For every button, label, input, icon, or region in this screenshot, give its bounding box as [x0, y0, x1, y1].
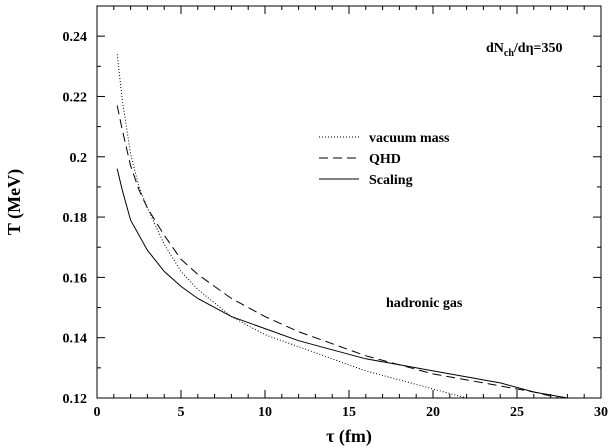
series-line-vacuum-mass [116, 54, 467, 399]
x-axis-title: τ (fm) [326, 426, 372, 447]
y-tick-label: 0.22 [63, 90, 88, 105]
series-line-qhd [116, 105, 560, 399]
legend-label-vacuum-mass: vacuum mass [369, 131, 450, 146]
y-tick-labels: 0.12 0.14 0.16 0.18 0.2 0.22 0.24 [63, 30, 88, 407]
y-tick-label: 0.24 [63, 30, 88, 45]
plot-frame [96, 5, 602, 399]
legend: vacuum mass QHD Scaling [319, 131, 450, 188]
x-tick-label: 10 [258, 405, 272, 420]
x-tick-label: 20 [426, 405, 440, 420]
multiplicity-sub: ch [504, 48, 514, 59]
multiplicity-annotation: dNch/dη=350 [486, 41, 563, 59]
x-tick-label: 5 [178, 405, 185, 420]
series-line-scaling [116, 168, 568, 399]
y-axis-title: T (MeV) [4, 169, 25, 235]
legend-label-scaling: Scaling [369, 173, 413, 188]
x-tick-label: 25 [510, 405, 524, 420]
x-tick-label: 15 [342, 405, 356, 420]
y-tick-label: 0.16 [63, 271, 88, 286]
axis-ticks [96, 5, 602, 399]
x-tick-label: 0 [94, 405, 101, 420]
y-tick-label: 0.2 [70, 151, 88, 166]
x-tick-label: 30 [594, 405, 608, 420]
y-tick-label: 0.14 [63, 332, 88, 347]
x-tick-labels: 0 5 10 15 20 25 30 [94, 405, 609, 420]
multiplicity-rest: /dη=350 [513, 41, 563, 56]
y-tick-label: 0.18 [63, 211, 88, 226]
data-series [116, 54, 568, 399]
y-tick-label: 0.12 [63, 392, 88, 407]
hadronic-gas-annotation: hadronic gas [386, 296, 463, 311]
multiplicity-main: dN [486, 41, 504, 56]
legend-label-qhd: QHD [369, 152, 401, 167]
